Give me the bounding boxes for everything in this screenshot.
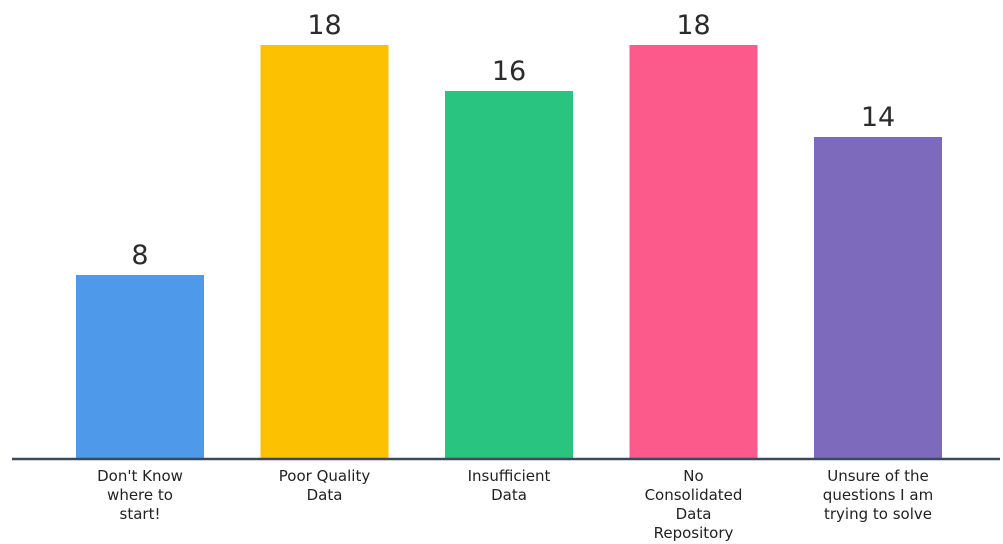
- category-label-line: Data: [676, 505, 712, 523]
- bars-group: [76, 45, 942, 459]
- category-label-line: where to: [107, 486, 173, 504]
- bar-2: [260, 45, 389, 459]
- value-label-1: 8: [131, 240, 148, 271]
- category-label-line: No: [683, 467, 703, 485]
- category-label-line: questions I am: [823, 486, 933, 504]
- category-label-1: Don't Know where to start!: [97, 467, 183, 523]
- bar-3: [445, 91, 573, 459]
- value-label-4: 18: [676, 10, 710, 41]
- category-label-line: Consolidated: [645, 486, 743, 504]
- category-label-5: Unsure of the questions I am trying to sol…: [823, 467, 933, 523]
- category-label-line: Don't Know: [97, 467, 183, 485]
- value-label-3: 16: [492, 56, 526, 87]
- category-label-2: Poor Quality Data: [279, 467, 371, 504]
- bar-1: [76, 275, 204, 459]
- value-label-5: 14: [861, 102, 895, 133]
- category-label-4: No Consolidated Data Repository: [645, 467, 743, 542]
- category-label-line: Data: [491, 486, 527, 504]
- category-label-line: start!: [120, 505, 161, 523]
- category-label-3: Insufficient Data: [468, 467, 551, 504]
- category-labels-group: Don't Know where to start!Poor Quality Data…: [97, 467, 933, 542]
- value-label-2: 18: [307, 10, 341, 41]
- bar-4: [629, 45, 758, 459]
- bar-5: [814, 137, 942, 459]
- category-label-line: trying to solve: [824, 505, 932, 523]
- category-label-line: Data: [307, 486, 343, 504]
- value-labels-group: 8 18 16 18 14: [131, 10, 895, 271]
- category-label-line: Unsure of the: [827, 467, 928, 485]
- category-label-line: Repository: [654, 524, 734, 542]
- category-label-line: Poor Quality: [279, 467, 371, 485]
- category-label-line: Insufficient: [468, 467, 551, 485]
